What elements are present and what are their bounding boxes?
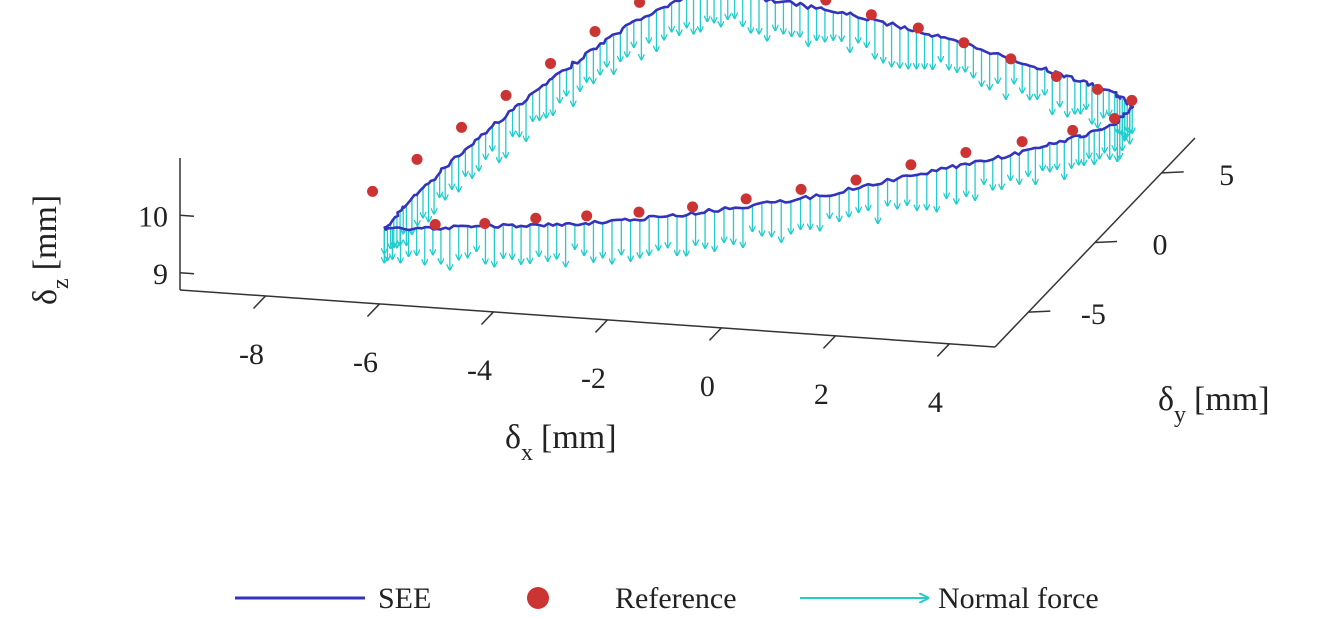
normal-force-vectors xyxy=(384,0,1132,270)
x-tick-label: -6 xyxy=(353,346,378,379)
reference-point xyxy=(1092,83,1104,95)
reference-point xyxy=(633,206,645,218)
reference-point xyxy=(850,174,862,186)
reference-point xyxy=(960,146,972,158)
z-tick-label: 9 xyxy=(153,258,168,291)
y-tick xyxy=(1028,310,1051,313)
legend-see-label: SEE xyxy=(378,582,431,615)
y-tick-label: 0 xyxy=(1153,229,1168,262)
reference-point xyxy=(865,9,877,21)
z-axis-label: δz[mm] xyxy=(27,195,74,305)
x-tick xyxy=(708,327,722,341)
reference-point xyxy=(367,185,379,197)
reference-point xyxy=(795,183,807,195)
x-tick-label: -4 xyxy=(467,354,492,387)
x-tick-label: -8 xyxy=(239,338,264,371)
reference-point xyxy=(1016,136,1028,148)
y-tick xyxy=(1094,240,1118,244)
reference-point xyxy=(958,37,970,49)
reference-series xyxy=(367,0,1138,230)
x-tick-label: -2 xyxy=(581,362,606,395)
x-axis-label: δx [mm] xyxy=(505,419,617,466)
y-tick xyxy=(1161,171,1184,174)
y-tick-label: 5 xyxy=(1219,159,1234,192)
y-ticks: -5 0 5 xyxy=(1028,159,1234,331)
reference-point xyxy=(1005,53,1017,65)
x-ticks: -8 -6 -4 -2 0 2 4 xyxy=(239,295,950,419)
see-line xyxy=(383,0,1135,232)
x-tick xyxy=(822,335,836,349)
x-tick-label: 2 xyxy=(814,378,829,411)
x-tick xyxy=(936,343,950,357)
legend-normal-force-label: Normal force xyxy=(938,582,1099,615)
legend-reference-swatch xyxy=(527,587,549,609)
reference-point xyxy=(545,57,557,69)
reference-point xyxy=(740,193,752,205)
reference-point xyxy=(687,201,699,213)
x-tick xyxy=(252,295,267,310)
reference-point xyxy=(1109,112,1121,124)
reference-point xyxy=(500,89,512,101)
y-tick-label: -5 xyxy=(1081,298,1106,331)
reference-point xyxy=(530,212,542,224)
reference-point xyxy=(456,121,468,133)
reference-point xyxy=(905,159,917,171)
legend-reference-label: Reference xyxy=(615,582,737,615)
x-axis-line xyxy=(179,289,996,348)
reference-point xyxy=(589,25,601,37)
reference-point xyxy=(1050,70,1062,82)
reference-point xyxy=(820,0,832,6)
reference-point xyxy=(1126,94,1138,106)
reference-point xyxy=(1067,124,1079,136)
z-tick xyxy=(179,214,195,217)
z-tick xyxy=(179,272,195,275)
reference-point xyxy=(479,217,491,229)
reference-point xyxy=(634,0,646,8)
legend: SEE Reference Normal force xyxy=(235,582,1099,615)
y-axis-label: δy [mm] xyxy=(1158,381,1270,428)
reference-point xyxy=(429,218,441,230)
x-tick-label: 4 xyxy=(928,386,943,419)
x-tick xyxy=(480,311,495,325)
reference-point xyxy=(912,22,924,34)
see-series xyxy=(383,0,1135,232)
reference-point xyxy=(411,153,423,165)
x-tick-label: 0 xyxy=(700,370,715,403)
reference-point xyxy=(581,210,593,222)
z-ticks: 9 10 xyxy=(138,200,195,291)
x-tick xyxy=(366,303,381,318)
z-tick-label: 10 xyxy=(138,200,168,233)
x-tick xyxy=(594,319,608,333)
